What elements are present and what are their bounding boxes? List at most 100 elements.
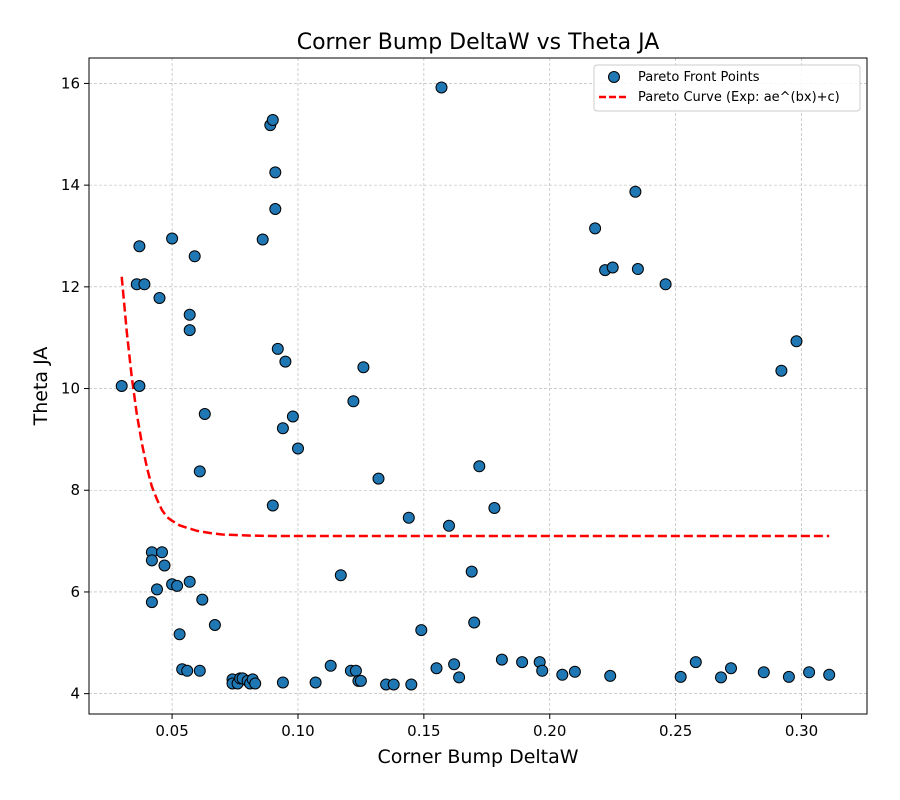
- pareto-point: [166, 232, 179, 245]
- pareto-point: [495, 653, 508, 666]
- pareto-point: [589, 222, 602, 235]
- pareto-point: [193, 465, 206, 478]
- pareto-point: [347, 395, 360, 408]
- pareto-point: [689, 656, 702, 669]
- pareto-point: [196, 593, 209, 606]
- pareto-point: [181, 664, 194, 677]
- pareto-point: [782, 670, 795, 683]
- pareto-point: [249, 677, 262, 690]
- pareto-point: [516, 656, 529, 669]
- pareto-point: [803, 666, 816, 679]
- pareto-point: [173, 628, 186, 641]
- y-tick-label: 12: [61, 278, 80, 296]
- pareto-point: [133, 240, 146, 253]
- pareto-point: [292, 442, 304, 455]
- pareto-point: [354, 674, 367, 687]
- pareto-point: [276, 676, 289, 689]
- pareto-point: [448, 658, 461, 671]
- x-tick-label: 0.20: [533, 722, 566, 740]
- pareto-point: [145, 596, 158, 609]
- pareto-point: [171, 579, 184, 592]
- pareto-point: [357, 361, 370, 374]
- pareto-point: [568, 665, 581, 678]
- x-axis-title: Corner Bump DeltaW: [377, 746, 578, 768]
- y-tick-label: 4: [70, 685, 80, 703]
- chart-title: Corner Bump DeltaW vs Theta JA: [297, 30, 660, 55]
- legend: Pareto Front Points Pareto Curve (Exp: a…: [593, 64, 861, 112]
- pareto-point: [153, 292, 166, 304]
- pareto-point: [725, 662, 737, 675]
- y-axis-title: Theta JA: [30, 347, 52, 427]
- x-tick-label: 0.05: [155, 722, 188, 740]
- pareto-curve-line: [120, 276, 830, 538]
- pareto-point: [405, 678, 418, 691]
- pareto-point: [266, 499, 279, 512]
- pareto-point: [138, 278, 151, 291]
- pareto-point: [443, 519, 455, 532]
- pareto-point: [659, 278, 672, 291]
- pareto-point: [271, 342, 284, 355]
- legend-box: [593, 64, 861, 112]
- grid: [89, 58, 867, 714]
- pareto-point: [715, 671, 727, 684]
- legend-label-curve: Pareto Curve (Exp: ae^(bx)+c): [638, 90, 840, 105]
- pareto-point: [309, 676, 322, 689]
- pareto-point: [435, 81, 448, 94]
- pareto-point: [145, 554, 158, 567]
- points-layer: [115, 81, 836, 691]
- pareto-point: [757, 666, 770, 679]
- y-axis: 4 6 8 10 12 14 16: [61, 74, 89, 703]
- pareto-point: [536, 664, 549, 677]
- pareto-point: [415, 624, 428, 637]
- pareto-point: [631, 263, 644, 275]
- pareto-point: [276, 422, 289, 435]
- pareto-point: [133, 380, 146, 392]
- pareto-point: [286, 410, 299, 423]
- x-tick-label: 0.30: [785, 722, 818, 740]
- legend-marker-points: [608, 71, 620, 83]
- pareto-point: [269, 166, 282, 179]
- pareto-point: [183, 324, 196, 337]
- pareto-point: [349, 664, 362, 677]
- x-tick-label: 0.25: [659, 722, 692, 740]
- legend-label-points: Pareto Front Points: [638, 70, 760, 85]
- pareto-point: [115, 380, 128, 392]
- pareto-point: [372, 472, 385, 485]
- pareto-point: [775, 364, 788, 377]
- pareto-point: [183, 575, 196, 588]
- y-tick-label: 14: [61, 176, 80, 194]
- pareto-point: [183, 308, 196, 321]
- x-tick-label: 0.15: [407, 722, 440, 740]
- y-tick-label: 10: [61, 380, 80, 398]
- pareto-point: [468, 616, 481, 629]
- pareto-point: [473, 460, 486, 473]
- pareto-point: [604, 669, 617, 682]
- pareto-point: [279, 355, 292, 368]
- pareto-point: [266, 114, 279, 126]
- pareto-point: [790, 335, 803, 348]
- pareto-point: [324, 659, 337, 672]
- x-tick-label: 0.10: [281, 722, 314, 740]
- y-tick-label: 16: [61, 74, 80, 92]
- pareto-point: [269, 203, 282, 215]
- pareto-point: [453, 671, 466, 684]
- pareto-point: [465, 565, 478, 578]
- pareto-point: [151, 583, 163, 596]
- y-tick-label: 8: [70, 481, 80, 499]
- pareto-point: [387, 678, 400, 691]
- pareto-point: [188, 250, 201, 263]
- curve-layer: [120, 276, 830, 538]
- pareto-point: [208, 619, 221, 631]
- pareto-point: [256, 233, 269, 246]
- pareto-point: [334, 569, 347, 582]
- pareto-point: [156, 546, 168, 559]
- y-tick-label: 6: [70, 583, 80, 601]
- pareto-point: [629, 185, 642, 198]
- pareto-point: [430, 662, 443, 675]
- pareto-point: [556, 668, 569, 681]
- plot-frame: [88, 57, 868, 715]
- x-axis: 0.05 0.10 0.15 0.20 0.25 0.30: [155, 714, 818, 740]
- pareto-point: [402, 511, 415, 524]
- pareto-point: [488, 502, 501, 514]
